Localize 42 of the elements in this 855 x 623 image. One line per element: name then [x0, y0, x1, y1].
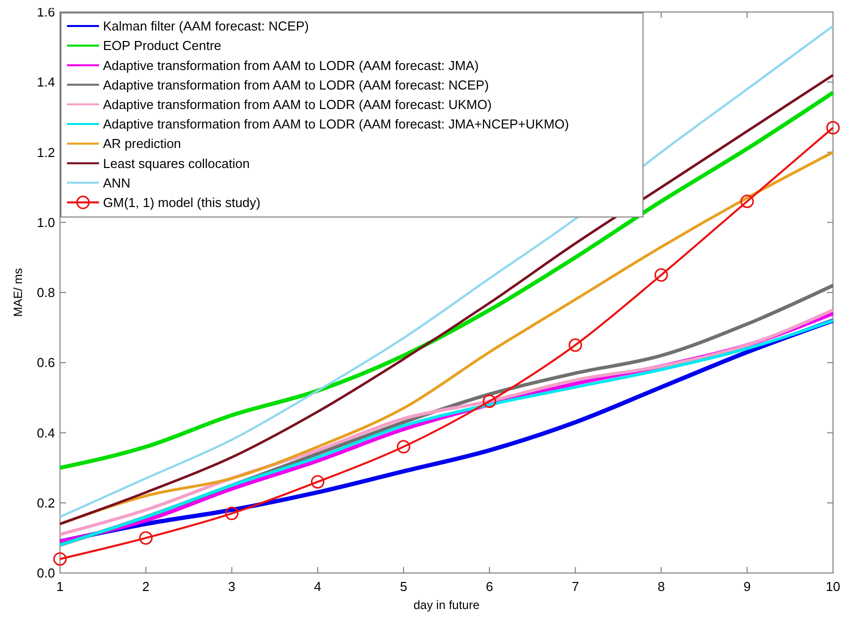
point	[740, 194, 754, 208]
point	[225, 506, 239, 520]
legend-label: Adaptive transformation from AAM to LODR (AAM forecast: JMA+NCEP+UKMO)	[103, 116, 569, 132]
y-tick-label: 0.0	[36, 566, 55, 581]
point	[310, 475, 324, 489]
x-tick-label: 7	[572, 579, 579, 594]
legend-label: Adaptive transformation from AAM to LODR (AAM forecast: UKMO)	[103, 96, 492, 112]
x-axis-title: day in future	[413, 598, 480, 612]
x-tick-label: 4	[314, 579, 322, 594]
point	[826, 120, 840, 134]
legend-label: EOP Product Centre	[103, 38, 222, 54]
legend-label: Least squares collocation	[103, 156, 250, 171]
legend-label: Kalman filter (AAM forecast: NCEP)	[103, 18, 309, 34]
y-tick-label: 1.0	[36, 214, 55, 230]
y-tick-label: 0.4	[36, 425, 55, 440]
legend-label: GM(1, 1) model (this study)	[103, 194, 260, 210]
line-series	[58, 90, 835, 470]
point	[139, 531, 153, 545]
y-tick-label: 0.6	[36, 355, 55, 370]
legend-label: ANN	[103, 175, 130, 190]
y-tick-label: 0.2	[36, 495, 55, 510]
point	[396, 440, 410, 454]
x-tick-label: 9	[743, 579, 751, 594]
x-tick-label: 3	[228, 579, 236, 594]
legend-label: Adaptive transformation from AAM to LODR (AAM forecast: JMA)	[103, 58, 479, 73]
point	[482, 394, 496, 408]
point	[568, 338, 582, 352]
x-tick-label: 2	[142, 579, 150, 594]
point	[654, 268, 668, 282]
point	[53, 552, 67, 566]
y-tick-label: 1.2	[36, 144, 55, 160]
y-tick-label: 0.8	[36, 285, 55, 300]
legend-label: Adaptive transformation from AAM to LODR (AAM forecast: NCEP)	[103, 77, 489, 92]
x-tick-label: 5	[400, 579, 408, 594]
x-tick-label: 8	[658, 579, 665, 594]
line-series	[58, 150, 834, 526]
x-tick-label: 10	[826, 579, 840, 594]
y-tick-label: 1.4	[36, 74, 55, 90]
x-tick-label: 6	[486, 579, 494, 594]
x-tick-label: 1	[56, 579, 64, 594]
y-axis-title: MAE/ ms	[11, 268, 25, 317]
legend-label: AR prediction	[103, 136, 182, 152]
